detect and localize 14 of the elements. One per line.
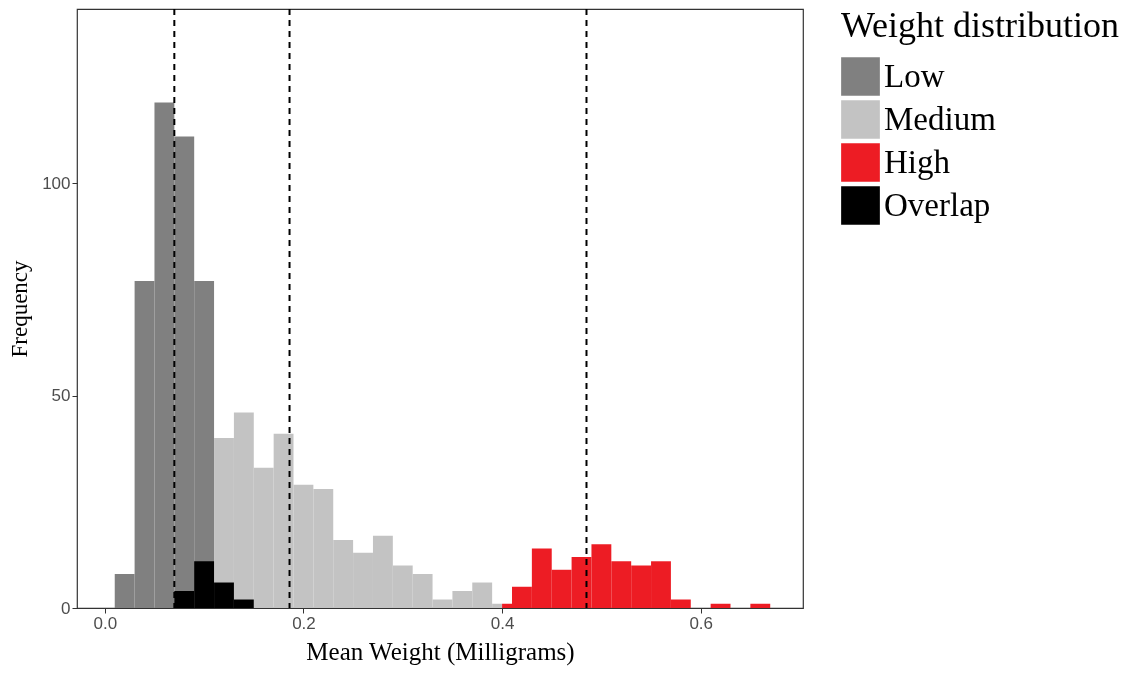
x-tick-label: 0.6 xyxy=(689,613,714,633)
y-tick-label: 50 xyxy=(51,386,71,406)
x-tick-label: 0.4 xyxy=(490,613,515,633)
x-tick-label: 0.0 xyxy=(93,613,118,633)
legend-title: Weight distribution xyxy=(841,5,1120,45)
legend-label: Low xyxy=(884,57,945,94)
legend-label: Overlap xyxy=(884,186,991,223)
legend-label: High xyxy=(884,143,951,180)
x-tick-label: 0.2 xyxy=(292,613,316,633)
legend-label: Medium xyxy=(884,100,997,137)
y-tick-label: 0 xyxy=(61,598,71,618)
y-tick-label: 100 xyxy=(42,173,71,193)
y-axis-title: Frequency xyxy=(7,259,33,358)
x-axis-title: Mean Weight (Milligrams) xyxy=(306,637,575,666)
